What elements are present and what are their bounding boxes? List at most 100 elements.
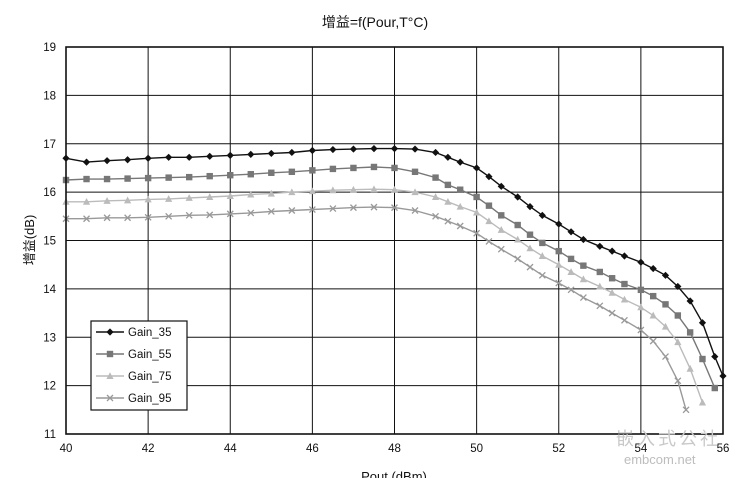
data-point — [431, 148, 440, 157]
data-point — [144, 174, 152, 182]
data-point — [308, 187, 316, 195]
data-point — [288, 207, 296, 214]
data-point — [497, 245, 505, 253]
data-point — [329, 165, 337, 173]
data-point — [555, 247, 562, 255]
data-point — [608, 309, 616, 317]
data-point — [103, 214, 111, 222]
series-gain-75 — [62, 185, 707, 406]
y-tick-label: 17 — [43, 139, 56, 151]
data-point — [497, 182, 505, 190]
data-point — [526, 244, 534, 252]
data-point — [391, 164, 398, 172]
data-point — [144, 195, 152, 203]
data-point — [444, 198, 452, 205]
data-point — [682, 406, 690, 414]
data-point — [456, 158, 464, 166]
data-point — [103, 197, 111, 204]
data-point — [144, 213, 152, 221]
data-point — [514, 193, 522, 201]
data-point — [485, 202, 493, 209]
data-point — [411, 168, 419, 176]
legend: Gain_35 Gain_55 Gain_75 Gain_95 — [90, 320, 188, 411]
data-point — [596, 268, 604, 276]
data-point — [498, 212, 505, 219]
series-gain-55 — [62, 163, 718, 392]
data-point — [247, 171, 254, 178]
data-point — [247, 190, 255, 198]
legend-marker — [106, 350, 114, 358]
y-tick-label: 13 — [43, 332, 56, 344]
data-point — [456, 202, 464, 210]
series-gain-35 — [62, 144, 727, 380]
data-point — [637, 286, 645, 294]
data-point — [567, 228, 575, 236]
y-tick-label: 15 — [43, 236, 56, 248]
data-point — [674, 338, 682, 346]
x-tick-labels: 40 42 44 46 48 50 52 54 56 — [60, 443, 730, 455]
data-point — [661, 322, 670, 330]
data-point — [370, 185, 378, 193]
data-point — [674, 377, 682, 385]
data-point — [82, 158, 91, 166]
data-point — [526, 231, 534, 238]
data-point — [662, 301, 669, 308]
data-point — [123, 196, 132, 204]
series-layer — [62, 144, 727, 414]
data-point — [596, 302, 604, 310]
data-point — [711, 353, 719, 361]
data-point — [686, 329, 694, 336]
data-point — [649, 337, 657, 345]
y-tick-label: 19 — [43, 42, 56, 54]
data-point — [539, 239, 546, 247]
data-point — [620, 316, 628, 324]
data-point — [268, 169, 275, 176]
y-tick-labels: 11 12 13 14 15 16 17 18 19 — [43, 42, 56, 441]
data-point — [596, 242, 604, 250]
data-point — [674, 312, 682, 319]
data-point — [555, 260, 563, 268]
data-point — [620, 295, 629, 303]
data-point — [497, 226, 505, 233]
data-point — [567, 286, 575, 294]
data-point — [555, 279, 563, 287]
legend-label: Gain_55 — [128, 349, 171, 361]
data-point — [185, 153, 193, 161]
data-point — [165, 195, 173, 202]
y-tick-label: 16 — [43, 187, 56, 199]
data-point — [83, 175, 90, 183]
data-point — [247, 150, 255, 158]
data-point — [674, 282, 682, 291]
data-point — [579, 235, 587, 244]
data-point — [596, 282, 604, 290]
data-point — [350, 164, 357, 172]
data-point — [370, 163, 378, 171]
data-point — [309, 167, 316, 174]
data-point — [698, 319, 707, 327]
x-tick-label: 50 — [470, 443, 483, 455]
data-point — [185, 211, 193, 219]
data-point — [485, 217, 493, 225]
data-point — [698, 398, 707, 406]
data-point — [649, 264, 657, 273]
chart-title: 增益=f(Pour,T°C) — [322, 14, 428, 30]
data-point — [288, 148, 296, 157]
data-point — [473, 193, 480, 201]
data-point — [608, 247, 616, 255]
data-point — [124, 214, 132, 222]
data-point — [662, 353, 669, 361]
series-line — [65, 166, 716, 389]
data-point — [226, 192, 234, 199]
data-point — [444, 181, 452, 189]
y-tick-label: 11 — [44, 429, 56, 441]
x-tick-label: 56 — [717, 443, 730, 455]
data-point — [206, 172, 213, 180]
data-point — [123, 156, 132, 164]
data-point — [329, 186, 337, 194]
watermark-cn: 嵌入式公社 — [616, 429, 721, 450]
data-point — [514, 235, 522, 243]
data-point — [473, 164, 481, 172]
data-point — [473, 229, 481, 237]
data-point — [227, 171, 234, 179]
